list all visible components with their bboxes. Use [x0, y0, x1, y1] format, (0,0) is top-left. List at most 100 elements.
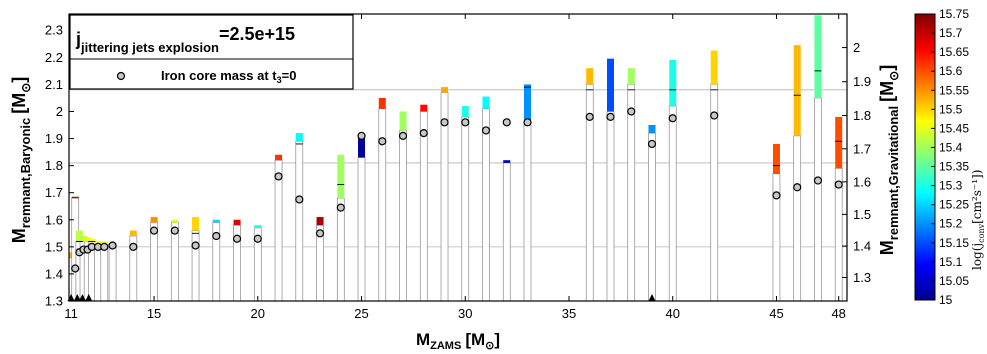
- bar-34: [710, 50, 719, 301]
- bar-8: [108, 242, 117, 301]
- colorbar-tick-label-14: 15.05: [939, 274, 969, 288]
- bar-35: [772, 143, 781, 301]
- colorbar-label-unit: [cm²s⁻¹]): [970, 170, 984, 224]
- bar-colored-26: [482, 96, 490, 109]
- y-left-tick-label-5: 1.8: [45, 158, 63, 173]
- colorbar-tick-label-2: 15.65: [939, 45, 969, 59]
- iron-core-marker-36: [793, 183, 802, 192]
- triangle-marker-2: [78, 294, 86, 301]
- colorbar-label: log(jconv[cm²s⁻¹]): [970, 170, 986, 270]
- bar-16: [274, 154, 283, 301]
- bar-colored-20: [358, 135, 366, 158]
- bar-colored-23: [420, 104, 428, 112]
- x-tick-label-3: 25: [354, 306, 368, 321]
- y-axis-right-label-unit-sub: ⊙: [887, 71, 901, 81]
- iron-core-marker-25: [461, 118, 470, 127]
- colorbar-tick-label-3: 15.6: [939, 64, 963, 78]
- bar-colored-30: [606, 58, 614, 112]
- iron-core-marker-20: [357, 131, 366, 140]
- iron-core-marker-38: [834, 180, 843, 189]
- bar-32: [648, 125, 656, 301]
- bar-colored-17: [295, 133, 303, 142]
- bar-colored-32: [648, 125, 656, 134]
- colorbar-tick-label-12: 15.15: [939, 236, 969, 250]
- colorbar-tick-label-0: 15.75: [939, 7, 969, 21]
- bar-base-28: [523, 124, 532, 301]
- bar-base-23: [419, 111, 428, 301]
- bar-base-27: [502, 162, 511, 301]
- bar-38: [834, 116, 843, 301]
- bar-colored-25: [461, 106, 469, 117]
- bar-27: [502, 160, 511, 301]
- bar-base-12: [191, 230, 200, 301]
- y-left-tick-label-9: 2.2: [45, 50, 63, 65]
- legend-entry-text: Iron core mass at t: [161, 68, 277, 83]
- bar-colored-4: [84, 237, 92, 242]
- bar-colored-34: [710, 50, 718, 85]
- colorbar-tick-label-4: 15.55: [939, 83, 969, 97]
- bar-colored-10: [150, 217, 158, 223]
- bar-colored-19: [337, 154, 345, 199]
- iron-core-marker-9: [129, 242, 138, 251]
- legend-title: jjittering jets explosion=2.5e+15: [75, 24, 295, 55]
- x-tick-label-4: 30: [458, 306, 472, 321]
- iron-core-marker-15: [253, 234, 262, 243]
- colorbar: 15.75 15.7 15.65 15.6 15.55 15.5 15.45 15.4 15.3…: [914, 7, 986, 307]
- bar-15: [253, 225, 262, 301]
- iron-core-marker-34: [710, 111, 719, 120]
- x-tick-label-8: 48: [831, 306, 845, 321]
- bar-base-17: [295, 140, 304, 301]
- x-tick-label-0: 11: [64, 306, 78, 321]
- iron-core-marker-32: [647, 139, 657, 149]
- legend-entry-tail: =0: [282, 68, 297, 83]
- bar-base-25: [461, 116, 470, 301]
- bar-base-22: [399, 130, 407, 301]
- y-left-tick-label-6: 1.9: [45, 131, 63, 146]
- y-axis-right-label: Mremnant,Gravitational [M⊙]: [877, 65, 901, 255]
- bar-colored-31: [627, 68, 635, 85]
- triangle-marker-4: [648, 294, 656, 301]
- bar-colored-5: [88, 238, 96, 242]
- colorbar-gradient: [914, 13, 936, 301]
- bar-28: [523, 84, 532, 301]
- bar-23: [419, 104, 428, 301]
- x-axis-label-main: M: [416, 330, 430, 349]
- y-axis-right-label-main: M: [877, 240, 897, 255]
- iron-core-marker-28: [523, 118, 532, 127]
- iron-core-marker-22: [398, 131, 408, 140]
- y-axis-right-label-sub: remnant,Gravitational: [886, 106, 901, 240]
- bar-14: [233, 219, 241, 301]
- iron-core-marker-12: [191, 241, 200, 250]
- bar-33: [668, 60, 677, 301]
- iron-core-marker-8: [108, 241, 117, 250]
- bar-colored-12: [192, 217, 200, 231]
- iron-core-marker-18: [315, 229, 325, 238]
- bar-colored-1: [71, 196, 79, 199]
- x-axis-label: MZAMS [M⊙]: [416, 330, 500, 352]
- bar-25: [461, 106, 470, 301]
- bar-base-37: [814, 97, 822, 301]
- bar-colored-33: [669, 60, 677, 107]
- x-tick-label-1: 15: [147, 306, 161, 321]
- plot-area: 11 15 20 25 30 35 40 45 48 1.3 1.4 1.5 1.6 1.7 1.8 1.9…: [45, 13, 871, 321]
- bar-19: [336, 154, 345, 301]
- colorbar-tick-label-1: 15.7: [939, 26, 963, 40]
- colorbar-tick-label-6: 15.45: [939, 121, 969, 135]
- triangle-marker-1: [73, 294, 81, 301]
- y-axis-left-label-unit-sub: ⊙: [19, 83, 33, 93]
- bar-12: [191, 217, 200, 301]
- x-tick-label-6: 40: [665, 306, 679, 321]
- bar-26: [482, 96, 490, 301]
- x-axis-label-unit: [M: [465, 330, 485, 349]
- bar-colored-38: [835, 116, 843, 169]
- colorbar-tick-label-8: 15.35: [939, 160, 969, 174]
- bar-29: [585, 68, 594, 301]
- x-tick-label-5: 35: [562, 306, 576, 321]
- colorbar-tick-label-11: 15.2: [939, 217, 963, 231]
- x-axis-label-sub: ZAMS: [430, 340, 461, 352]
- bar-colored-9: [129, 230, 137, 237]
- x-tick-label-7: 45: [769, 306, 783, 321]
- y-right-tick-label-5: 1.8: [853, 108, 871, 123]
- bar-base-32: [648, 132, 656, 301]
- bar-colored-29: [586, 68, 594, 85]
